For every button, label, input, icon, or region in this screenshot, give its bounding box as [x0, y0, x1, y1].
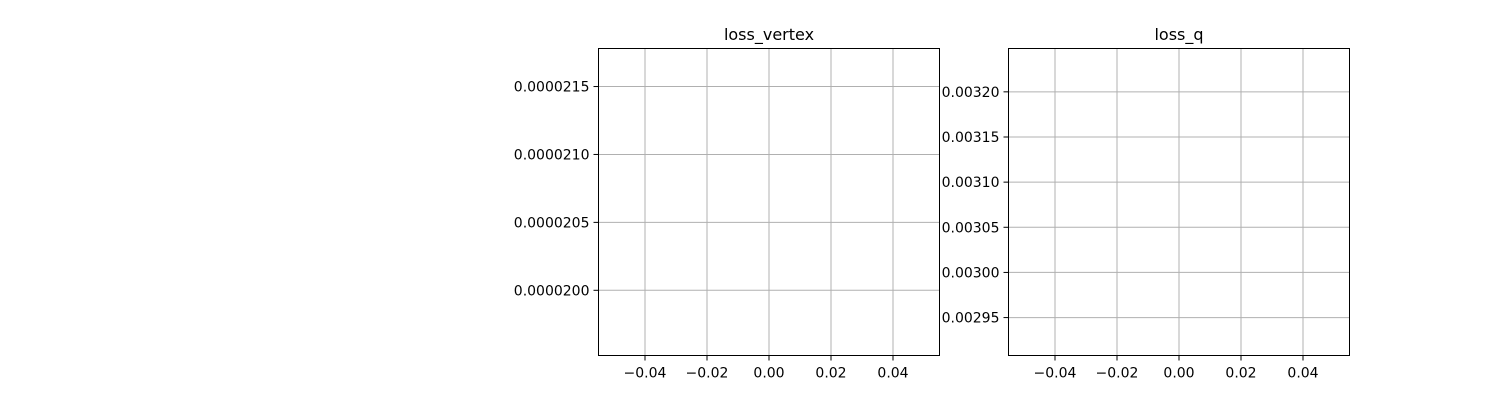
x-tick-layer: −0.04 −0.02 0.00 0.02 0.04 — [1034, 355, 1319, 382]
x-tick-label: 0.00 — [753, 366, 784, 382]
chart-panel-loss-q: loss_q −0.04 −0.02 0.00 0.02 0.04 0.002950.0… — [942, 25, 1350, 382]
y-tick-layer: 0.0000200 0.0000205 0.0000210 0.0000215 — [514, 80, 599, 299]
y-tick-layer: 0.00295 0.00300 0.00305 0.00310 0.00315 0.003… — [942, 85, 1009, 327]
chart-title: loss_vertex — [724, 25, 814, 45]
x-tick-label: 0.04 — [1287, 366, 1318, 382]
y-tick-label: 0.0000200 — [514, 283, 590, 299]
plot-area-frame — [1008, 48, 1350, 356]
x-tick-label: 0.02 — [815, 366, 846, 382]
plot-area-frame — [598, 48, 940, 356]
x-tick-label: 0.04 — [877, 366, 908, 382]
y-tick-label: 0.0000215 — [514, 80, 590, 96]
x-tick-label: 0.00 — [1163, 366, 1194, 382]
grid-layer — [1008, 48, 1350, 356]
grid-layer — [598, 48, 940, 356]
y-tick-label: 0.0000210 — [514, 147, 590, 163]
x-tick-label: −0.04 — [624, 366, 667, 382]
chart-title: loss_q — [1154, 25, 1203, 45]
y-tick-label: 0.00305 — [942, 220, 1000, 236]
x-tick-label: −0.02 — [1096, 366, 1139, 382]
x-tick-layer: −0.04 −0.02 0.00 0.02 0.04 — [624, 355, 909, 382]
y-tick-label: 0.0000205 — [514, 215, 590, 231]
y-tick-label: 0.00320 — [942, 85, 1000, 101]
y-tick-label: 0.00295 — [942, 311, 1000, 327]
x-tick-label: −0.02 — [686, 366, 729, 382]
x-tick-label: −0.04 — [1034, 366, 1077, 382]
y-tick-label: 0.00310 — [942, 175, 1000, 191]
chart-panel-loss-vertex: loss_vertex −0.04 −0.02 0.00 0.02 0.04 0.000… — [514, 25, 940, 382]
y-tick-label: 0.00315 — [942, 130, 1000, 146]
x-tick-label: 0.02 — [1225, 366, 1256, 382]
y-tick-label: 0.00300 — [942, 265, 1000, 281]
